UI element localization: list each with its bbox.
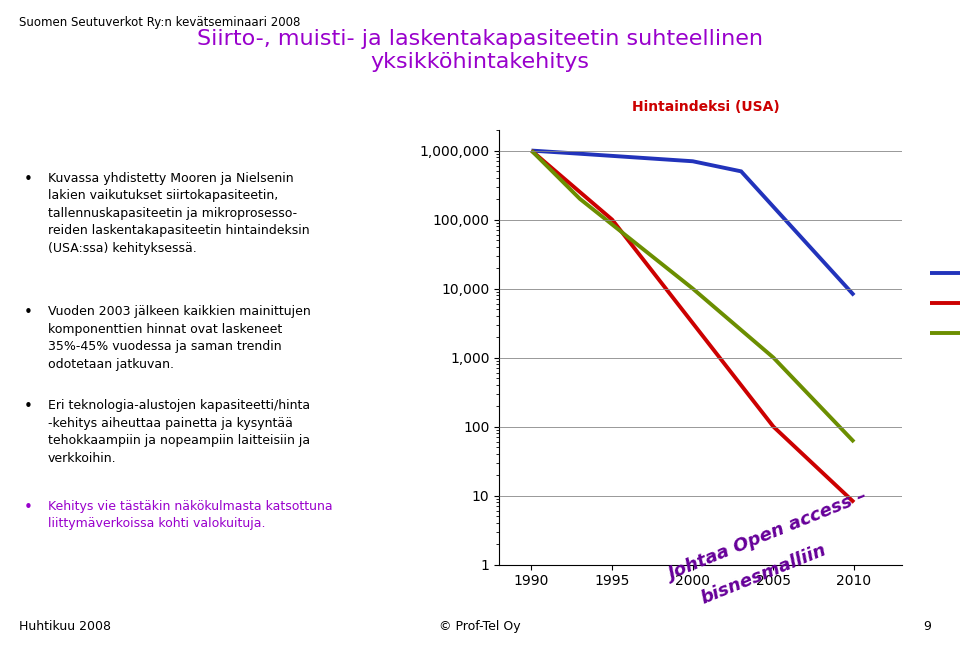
Tallennus — [526, 147, 538, 154]
Text: Johtaa Open access –: Johtaa Open access – — [666, 487, 870, 583]
Text: 9: 9 — [924, 620, 931, 633]
Line: Tallennus: Tallennus — [532, 151, 854, 502]
Verkko — [526, 147, 538, 154]
Line: Verkko: Verkko — [532, 151, 854, 295]
Text: Kuvassa yhdistetty Mooren ja Nielsenin
lakien vaikutukset siirtokapasiteetin,
ta: Kuvassa yhdistetty Mooren ja Nielsenin l… — [48, 172, 310, 255]
Tallennus — [768, 422, 780, 430]
Verkko — [735, 167, 747, 175]
Laskenta — [574, 195, 586, 202]
Tallennus — [849, 498, 860, 506]
Text: Vuoden 2003 jälkeen kaikkien mainittujen
komponenttien hinnat ovat laskeneet
35%: Vuoden 2003 jälkeen kaikkien mainittujen… — [48, 305, 311, 371]
Verkko — [849, 291, 860, 299]
Verkko — [574, 150, 586, 158]
Line: Laskenta: Laskenta — [532, 151, 854, 442]
Laskenta — [687, 285, 699, 293]
Text: Huhtikuu 2008: Huhtikuu 2008 — [19, 620, 111, 633]
Text: •: • — [24, 500, 33, 515]
Legend: Verkko, Tallennus, Laskenta: Verkko, Tallennus, Laskenta — [930, 266, 960, 341]
Text: •: • — [24, 399, 33, 414]
Laskenta — [768, 354, 780, 361]
Text: Siirto-, muisti- ja laskentakapasiteetin suhteellinen
yksikköhintakehitys: Siirto-, muisti- ja laskentakapasiteetin… — [197, 29, 763, 73]
Text: © Prof-Tel Oy: © Prof-Tel Oy — [439, 620, 521, 633]
Laskenta — [849, 438, 860, 446]
Text: •: • — [24, 172, 33, 187]
Text: Suomen Seutuverkot Ry:n kevätseminaari 2008: Suomen Seutuverkot Ry:n kevätseminaari 2… — [19, 16, 300, 29]
Text: Kehitys vie tästäkin näkökulmasta katsottuna
liittymäverkoissa kohti valokuituja: Kehitys vie tästäkin näkökulmasta katsot… — [48, 500, 332, 530]
Laskenta — [526, 147, 538, 154]
Text: bisnesmalliin: bisnesmalliin — [698, 541, 828, 607]
Text: Eri teknologia-alustojen kapasiteetti/hinta
-kehitys aiheuttaa painetta ja kysyn: Eri teknologia-alustojen kapasiteetti/hi… — [48, 399, 310, 465]
Text: Hintaindeksi (USA): Hintaindeksi (USA) — [632, 99, 780, 114]
Tallennus — [607, 215, 618, 223]
Verkko — [687, 157, 699, 165]
Text: •: • — [24, 305, 33, 320]
